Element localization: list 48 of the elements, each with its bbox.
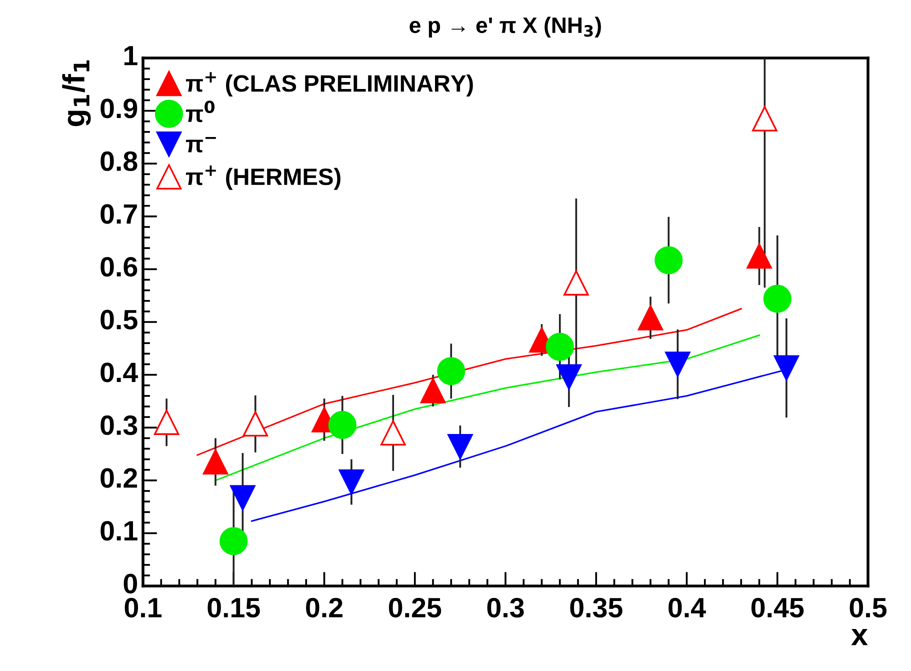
x-tick-label: 0.4 bbox=[668, 598, 706, 618]
legend-label: π$^{−}$ bbox=[186, 137, 216, 152]
y-tick-label: 0.2 bbox=[100, 468, 138, 488]
point bbox=[752, 106, 778, 132]
y-tick-label: 0.8 bbox=[100, 151, 138, 172]
point bbox=[448, 434, 473, 460]
x-tick-label: 0.15 bbox=[208, 598, 260, 618]
point bbox=[154, 410, 180, 435]
point bbox=[338, 469, 364, 495]
point bbox=[202, 449, 228, 475]
legend-label: π$^{0}$ bbox=[186, 100, 215, 122]
point bbox=[230, 485, 256, 510]
point bbox=[380, 420, 406, 446]
point bbox=[420, 378, 446, 404]
y-tick-label: 0 bbox=[124, 574, 137, 594]
point bbox=[774, 355, 800, 381]
y-tick-label: 0.9 bbox=[100, 98, 138, 118]
x-tick-label: 0.35 bbox=[570, 598, 622, 618]
x-tick-label: 0.5 bbox=[850, 598, 887, 618]
point bbox=[654, 246, 683, 274]
y-tick-label: 0.3 bbox=[100, 415, 138, 436]
point bbox=[556, 364, 582, 390]
y-tick-label: 0.5 bbox=[100, 310, 138, 330]
line-series bbox=[214, 334, 760, 482]
point bbox=[546, 332, 574, 361]
point bbox=[220, 527, 248, 556]
point bbox=[638, 305, 664, 330]
x-axis-title: x bbox=[851, 629, 868, 646]
point bbox=[746, 243, 772, 269]
point bbox=[564, 270, 589, 296]
y-tick-label: 0.1 bbox=[100, 520, 138, 541]
point bbox=[665, 352, 690, 377]
legend-label: π$^{+}$ (CLAS PRELIMINARY) bbox=[186, 72, 473, 96]
chart-title: e p → e' π X (NH$_{3}$) bbox=[410, 16, 601, 38]
point bbox=[437, 357, 466, 386]
point bbox=[763, 284, 792, 313]
y-tick-label: 0.7 bbox=[100, 204, 137, 224]
x-tick-label: 0.2 bbox=[306, 598, 342, 618]
y-axis-title: g$_{1}$/f$_{1}$ bbox=[62, 60, 91, 126]
x-tick-label: 0.3 bbox=[487, 598, 524, 618]
point bbox=[328, 410, 356, 439]
legend-label: π$^{+}$ (HERMES) bbox=[186, 166, 340, 190]
y-tick-label: 1 bbox=[124, 46, 138, 66]
y-tick-label: 0.6 bbox=[100, 256, 138, 277]
point bbox=[242, 411, 268, 437]
x-tick-label: 0.45 bbox=[751, 598, 804, 618]
x-tick-label: 0.25 bbox=[388, 598, 442, 618]
y-tick-label: 0.4 bbox=[100, 362, 138, 382]
